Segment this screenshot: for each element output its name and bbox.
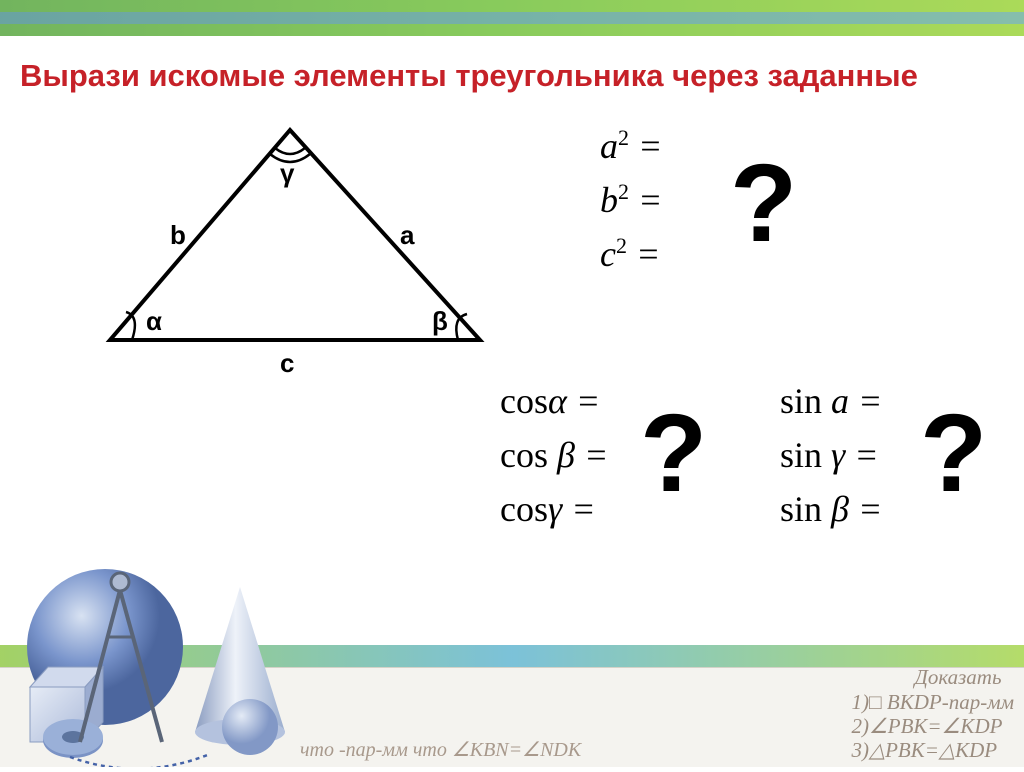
formula-sin-gamma: sin γ =	[780, 434, 882, 476]
top-border-inner	[0, 12, 1024, 24]
formula-c2: c2 =	[600, 233, 662, 275]
angle-beta-label: β	[432, 306, 448, 337]
side-a-label: a	[400, 220, 414, 251]
question-mark-2: ?	[640, 390, 707, 517]
page-title: Вырази искомые элементы треугольника чер…	[20, 58, 1004, 94]
geometric-shapes-decoration	[10, 517, 330, 767]
triangle-diagram: γ b a α β c	[70, 110, 500, 390]
angle-alpha-label: α	[146, 306, 162, 337]
formula-cos-gamma: cosγ =	[500, 488, 608, 530]
angle-gamma-label: γ	[280, 158, 294, 189]
formulas-squares: a2 = b2 = c2 =	[600, 125, 662, 287]
formulas-cosines: cosα = cos β = cosγ =	[500, 380, 608, 542]
formula-cos-alpha: cosα =	[500, 380, 608, 422]
side-b-label: b	[170, 220, 186, 251]
formula-a2: a2 =	[600, 125, 662, 167]
chalk-notes-left: что -пар-мм что ∠KBN=∠NDK	[300, 739, 581, 762]
top-border-band	[0, 0, 1024, 36]
chalk-notes-right: Доказать 1)□ BKDP-пар-мм 2)∠PBK=∠KDP 3)△…	[851, 665, 1014, 762]
formula-sin-beta: sin β =	[780, 488, 882, 530]
formula-sin-a: sin a =	[780, 380, 882, 422]
side-c-label: c	[280, 348, 294, 379]
formula-cos-beta: cos β =	[500, 434, 608, 476]
question-mark-3: ?	[920, 390, 987, 517]
question-mark-1: ?	[730, 140, 797, 267]
formula-b2: b2 =	[600, 179, 662, 221]
formulas-sines: sin a = sin γ = sin β =	[780, 380, 882, 542]
